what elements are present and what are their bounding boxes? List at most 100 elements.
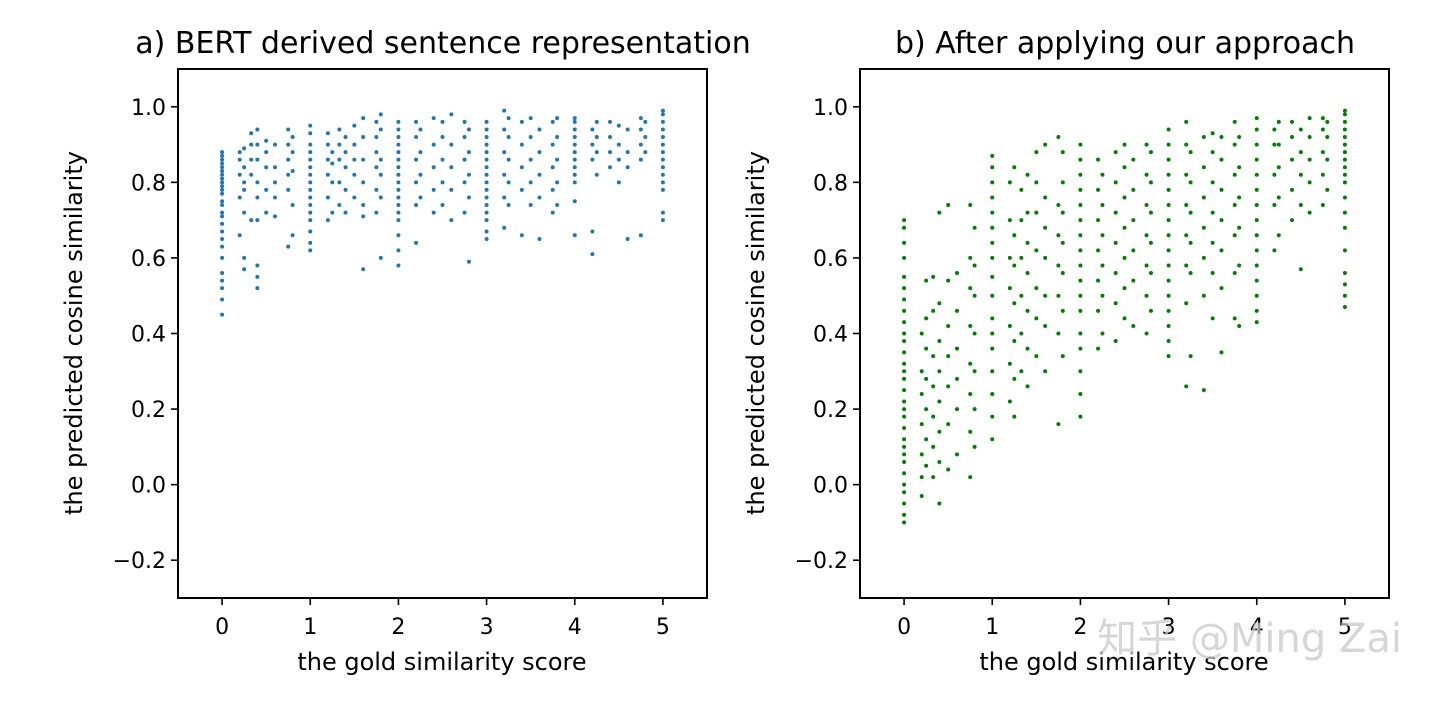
data-point-a-229 (550, 165, 555, 170)
data-point-a-166 (440, 180, 445, 185)
data-point-a-163 (431, 142, 436, 147)
data-point-a-179 (462, 119, 467, 124)
data-point-b-78 (968, 255, 973, 260)
data-point-b-188 (1100, 172, 1105, 177)
data-point-a-253 (590, 127, 595, 132)
data-point-a-132 (378, 112, 383, 117)
data-point-a-29 (237, 150, 242, 155)
data-point-a-63 (286, 187, 291, 192)
data-point-b-240 (1184, 263, 1189, 268)
data-point-b-9 (902, 437, 907, 442)
data-point-b-34 (919, 391, 924, 396)
data-point-a-86 (308, 142, 313, 147)
data-point-b-282 (1237, 225, 1242, 230)
chart-title-b: b) After applying our approach (895, 26, 1355, 61)
data-point-b-302 (1272, 203, 1277, 208)
data-point-a-68 (290, 233, 295, 238)
data-point-b-298 (1254, 142, 1259, 147)
data-point-a-197 (484, 142, 489, 147)
data-point-a-168 (440, 135, 445, 140)
data-point-b-6 (902, 459, 907, 464)
data-point-b-97 (990, 240, 995, 245)
data-point-a-268 (625, 150, 630, 155)
data-point-b-341 (1342, 210, 1347, 215)
data-point-b-23 (902, 297, 907, 302)
data-point-a-71 (290, 150, 295, 155)
data-point-a-45 (255, 263, 260, 268)
data-point-a-239 (572, 180, 577, 185)
data-point-a-3 (220, 278, 225, 283)
data-point-a-286 (660, 142, 665, 147)
data-point-b-70 (954, 308, 959, 313)
data-point-b-76 (968, 323, 973, 328)
data-point-b-312 (1290, 187, 1295, 192)
data-point-a-127 (378, 255, 383, 260)
data-point-b-185 (1100, 263, 1105, 268)
data-point-a-66 (286, 142, 291, 147)
data-point-a-265 (616, 123, 621, 128)
data-point-b-140 (1043, 293, 1048, 298)
data-point-b-64 (946, 278, 951, 283)
data-point-a-7 (220, 237, 225, 242)
data-point-b-315 (1290, 119, 1295, 124)
data-point-b-153 (1060, 308, 1065, 313)
data-point-b-202 (1122, 142, 1127, 147)
chart-title-a: a) BERT derived sentence representation (135, 26, 750, 61)
data-point-b-55 (937, 369, 942, 374)
data-point-a-154 (414, 135, 419, 140)
data-point-b-142 (1043, 225, 1048, 230)
data-point-a-172 (449, 165, 454, 170)
data-point-b-231 (1166, 218, 1171, 223)
y-tick-label-a-4: 0.6 (131, 247, 166, 272)
data-point-a-208 (506, 180, 511, 185)
data-point-b-36 (919, 331, 924, 336)
data-point-a-78 (308, 203, 313, 208)
data-point-b-139 (1043, 323, 1048, 328)
data-point-a-21 (220, 165, 225, 170)
data-point-b-227 (1166, 278, 1171, 283)
data-point-b-219 (1148, 210, 1153, 215)
data-point-b-184 (1100, 293, 1105, 298)
data-point-a-73 (308, 248, 313, 253)
data-point-a-9 (220, 221, 225, 226)
data-point-b-271 (1219, 157, 1224, 162)
data-point-b-35 (919, 369, 924, 374)
data-point-a-60 (272, 165, 277, 170)
data-point-b-172 (1078, 187, 1083, 192)
data-point-b-117 (1012, 165, 1017, 170)
data-point-a-80 (308, 187, 313, 192)
data-point-b-275 (1232, 233, 1237, 238)
data-point-b-256 (1201, 195, 1206, 200)
data-point-a-182 (466, 172, 471, 177)
data-point-b-134 (1034, 248, 1039, 253)
data-point-a-40 (249, 157, 254, 162)
data-point-b-116 (1012, 233, 1017, 238)
data-point-a-285 (660, 150, 665, 155)
data-point-a-235 (555, 135, 560, 140)
data-point-a-150 (414, 240, 419, 245)
data-point-b-307 (1276, 195, 1281, 200)
x-tick-label-a-3: 3 (480, 615, 494, 640)
data-point-b-207 (1131, 187, 1136, 192)
data-point-b-215 (1144, 142, 1149, 147)
data-point-a-181 (466, 195, 471, 200)
y-tick-label-a-2: 0.2 (131, 398, 166, 423)
data-point-b-317 (1298, 203, 1303, 208)
y-tick-label-b-6: 1.0 (813, 96, 848, 121)
data-point-b-254 (1201, 255, 1206, 260)
data-point-a-137 (396, 210, 401, 215)
data-point-a-255 (594, 150, 599, 155)
data-point-b-280 (1237, 323, 1242, 328)
data-point-a-278 (660, 218, 665, 223)
data-point-b-37 (924, 463, 929, 468)
data-point-b-252 (1201, 388, 1206, 393)
data-point-a-99 (337, 203, 342, 208)
data-point-a-138 (396, 203, 401, 208)
data-point-b-44 (931, 475, 936, 480)
y-tick-label-a-1: 0.0 (131, 474, 166, 499)
data-point-b-49 (931, 308, 936, 313)
data-point-b-258 (1201, 135, 1206, 140)
data-point-a-226 (537, 127, 542, 132)
data-point-b-270 (1219, 187, 1224, 192)
data-point-b-255 (1201, 225, 1206, 230)
